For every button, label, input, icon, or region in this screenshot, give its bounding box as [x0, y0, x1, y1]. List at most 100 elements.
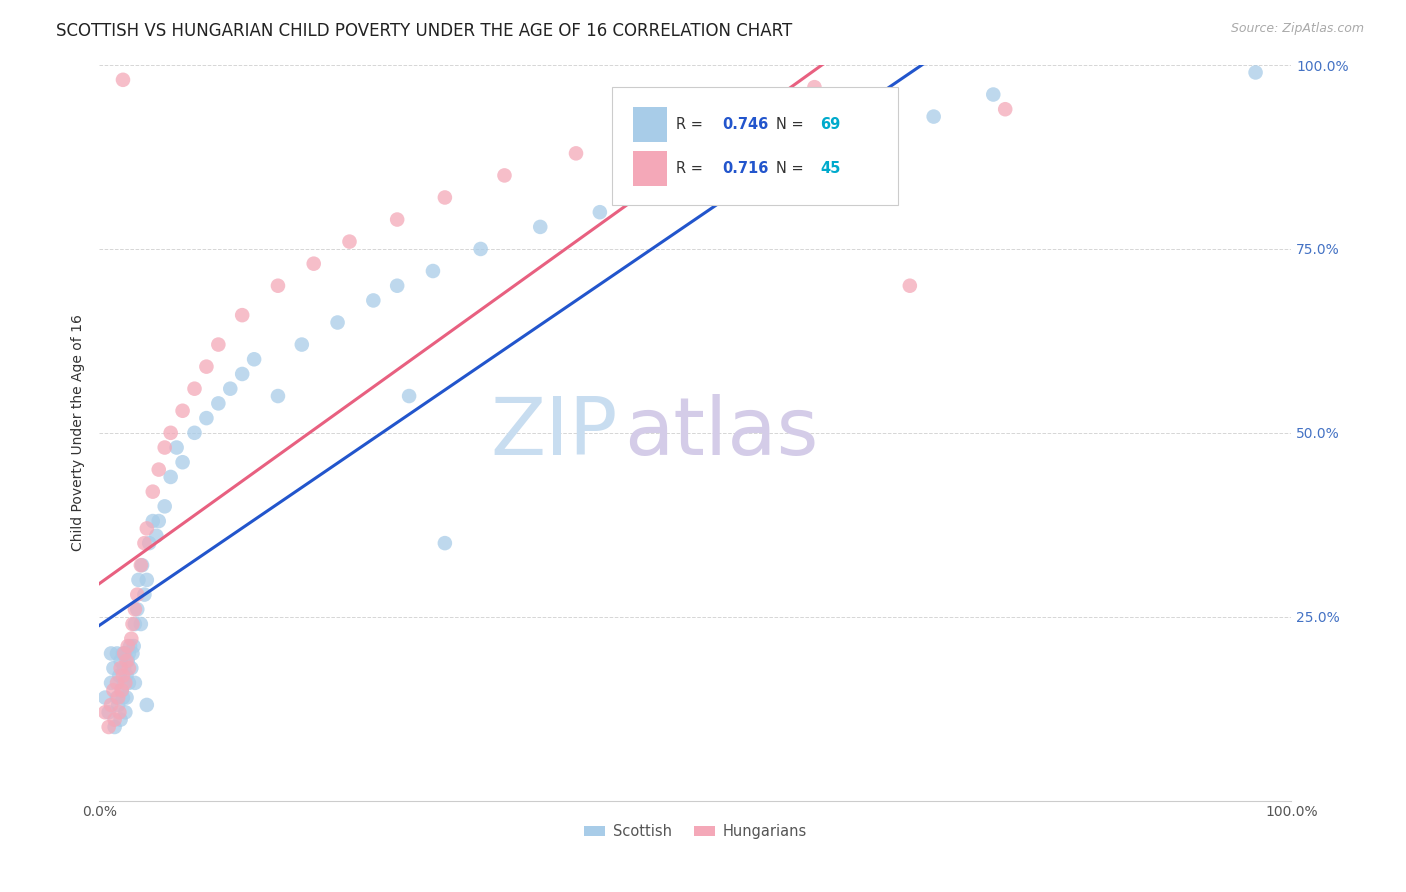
Point	[994, 102, 1017, 116]
Point	[494, 169, 516, 183]
Point	[433, 190, 456, 204]
Point	[120, 639, 142, 653]
FancyBboxPatch shape	[612, 87, 898, 205]
Y-axis label: Child Poverty Under the Age of 16: Child Poverty Under the Age of 16	[72, 314, 86, 551]
Point	[231, 367, 253, 381]
Point	[138, 536, 160, 550]
Point	[111, 690, 134, 705]
Point	[166, 441, 188, 455]
Point	[112, 661, 135, 675]
Point	[302, 257, 325, 271]
Point	[124, 602, 146, 616]
Point	[117, 639, 139, 653]
Point	[981, 87, 1004, 102]
Point	[100, 647, 122, 661]
Text: R =: R =	[676, 161, 707, 177]
Point	[135, 521, 157, 535]
Point	[105, 690, 128, 705]
Point	[110, 654, 132, 668]
Text: ZIP: ZIP	[491, 393, 617, 472]
Point	[637, 124, 659, 138]
Point	[114, 676, 136, 690]
Text: SCOTTISH VS HUNGARIAN CHILD POVERTY UNDER THE AGE OF 16 CORRELATION CHART: SCOTTISH VS HUNGARIAN CHILD POVERTY UNDE…	[56, 22, 793, 40]
Point	[589, 205, 612, 219]
Point	[108, 706, 131, 720]
Point	[104, 720, 127, 734]
Point	[707, 176, 730, 190]
Point	[134, 588, 156, 602]
Point	[385, 212, 408, 227]
Point	[121, 647, 143, 661]
Point	[111, 683, 134, 698]
Point	[131, 558, 153, 573]
Point	[97, 706, 120, 720]
Point	[124, 617, 146, 632]
Text: N =: N =	[776, 117, 808, 132]
Point	[470, 242, 492, 256]
Point	[112, 647, 135, 661]
Point	[135, 573, 157, 587]
Point	[803, 80, 825, 95]
Point	[195, 411, 218, 425]
Point	[127, 573, 149, 587]
Point	[148, 462, 170, 476]
Point	[135, 698, 157, 712]
Point	[127, 588, 149, 602]
Text: atlas: atlas	[624, 393, 818, 472]
Point	[153, 441, 176, 455]
Point	[118, 661, 141, 675]
Point	[433, 536, 456, 550]
Point	[117, 654, 139, 668]
Point	[1244, 65, 1267, 79]
Point	[107, 690, 129, 705]
Point	[207, 396, 229, 410]
Point	[129, 558, 152, 573]
Point	[219, 382, 242, 396]
Point	[108, 668, 131, 682]
Point	[120, 632, 142, 646]
Point	[110, 661, 132, 675]
Point	[114, 647, 136, 661]
Point	[159, 425, 181, 440]
Point	[172, 455, 194, 469]
Point	[529, 219, 551, 234]
Point	[398, 389, 420, 403]
FancyBboxPatch shape	[633, 107, 666, 143]
Point	[385, 278, 408, 293]
Point	[115, 668, 138, 682]
Text: 0.716: 0.716	[723, 161, 769, 177]
Point	[104, 713, 127, 727]
Point	[267, 278, 290, 293]
Point	[121, 617, 143, 632]
Point	[103, 683, 125, 698]
Point	[148, 514, 170, 528]
Point	[112, 676, 135, 690]
Point	[129, 617, 152, 632]
Point	[120, 661, 142, 675]
FancyBboxPatch shape	[633, 151, 666, 186]
Point	[898, 278, 921, 293]
Point	[565, 146, 588, 161]
Text: N =: N =	[776, 161, 808, 177]
Point	[207, 337, 229, 351]
Point	[114, 706, 136, 720]
Point	[97, 720, 120, 734]
Point	[111, 668, 134, 682]
Point	[851, 131, 873, 145]
Legend: Scottish, Hungarians: Scottish, Hungarians	[578, 818, 813, 845]
Point	[153, 500, 176, 514]
Text: 45: 45	[821, 161, 841, 177]
Point	[100, 676, 122, 690]
Text: 0.746: 0.746	[723, 117, 769, 132]
Point	[267, 389, 290, 403]
Point	[118, 647, 141, 661]
Point	[142, 514, 165, 528]
Point	[107, 698, 129, 712]
Point	[142, 484, 165, 499]
Point	[363, 293, 385, 308]
Point	[243, 352, 266, 367]
Point	[111, 683, 134, 698]
Point	[183, 382, 205, 396]
Point	[124, 676, 146, 690]
Point	[105, 676, 128, 690]
